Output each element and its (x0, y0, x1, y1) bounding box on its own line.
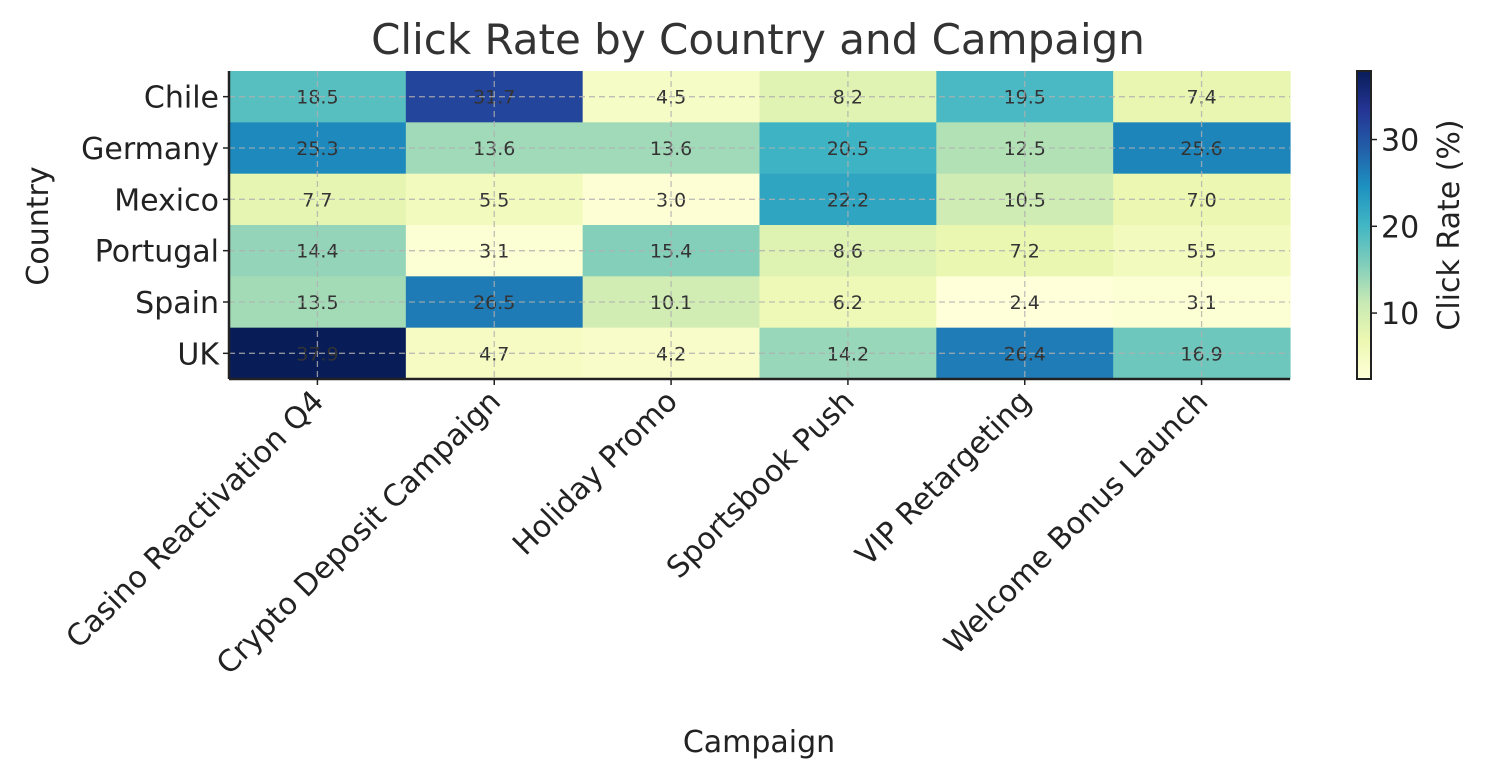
cell-value-label: 7.0 (1186, 189, 1216, 211)
colorbar-ticks: 10 20 30 (1371, 124, 1419, 332)
cell-value-label: 3.0 (656, 189, 686, 211)
y-axis-ticks: Chile Germany Mexico Portugal Spain UK (81, 81, 229, 372)
colorbar: 10 20 30 Click Rate (%) (1356, 70, 1467, 380)
x-tick-label: Holiday Promo (506, 384, 685, 563)
y-tick-label: UK (177, 337, 220, 372)
y-tick-label: Portugal (95, 235, 219, 270)
cell-value-label: 31.7 (473, 87, 515, 109)
gridlines (229, 71, 1290, 379)
cell-value-label: 7.7 (302, 189, 332, 211)
cell-value-label: 25.3 (296, 138, 338, 160)
colorbar-tick-label: 20 (1381, 210, 1419, 245)
cell-value-label: 19.5 (1004, 87, 1046, 109)
cell-value-label: 8.2 (833, 87, 863, 109)
cell-value-label: 13.6 (650, 138, 692, 160)
cell-value-label: 20.5 (827, 138, 869, 160)
cell-value-label: 22.2 (827, 189, 869, 211)
colorbar-tick-label: 30 (1381, 124, 1419, 159)
cell-value-label: 18.5 (296, 87, 338, 109)
chart-title: Click Rate by Country and Campaign (371, 15, 1145, 64)
y-tick-label: Mexico (114, 183, 219, 218)
cell-value-label: 7.4 (1186, 87, 1216, 109)
colorbar-tick-label: 10 (1381, 297, 1419, 332)
y-tick-label: Germany (81, 132, 219, 167)
x-tick-label: VIP Retargeting (849, 384, 1038, 573)
cell-value-label: 10.5 (1004, 189, 1046, 211)
cell-value-label: 4.5 (656, 87, 686, 109)
x-tick-label: Crypto Deposit Campaign (210, 384, 508, 682)
colorbar-label: Click Rate (%) (1432, 119, 1467, 330)
x-tick-label: Sportsbook Push (660, 384, 862, 586)
axes-lines (227, 71, 1290, 381)
cell-value-label: 13.6 (473, 138, 515, 160)
heatmap-cells (229, 71, 1291, 380)
y-tick-label: Chile (144, 81, 219, 116)
cell-value-label: 5.5 (479, 189, 509, 211)
colorbar-gradient (1356, 70, 1372, 380)
heatmap-cell-labels: 18.5 31.7 4.5 8.2 19.5 7.4 25.3 13.6 13.6 20.5 12.… (296, 87, 1222, 366)
y-axis-label: Country (21, 166, 56, 285)
y-tick-label: Spain (135, 286, 219, 321)
x-axis-label: Campaign (683, 725, 835, 760)
cell-value-label: 25.6 (1180, 138, 1222, 160)
cell-value-label: 12.5 (1004, 138, 1046, 160)
